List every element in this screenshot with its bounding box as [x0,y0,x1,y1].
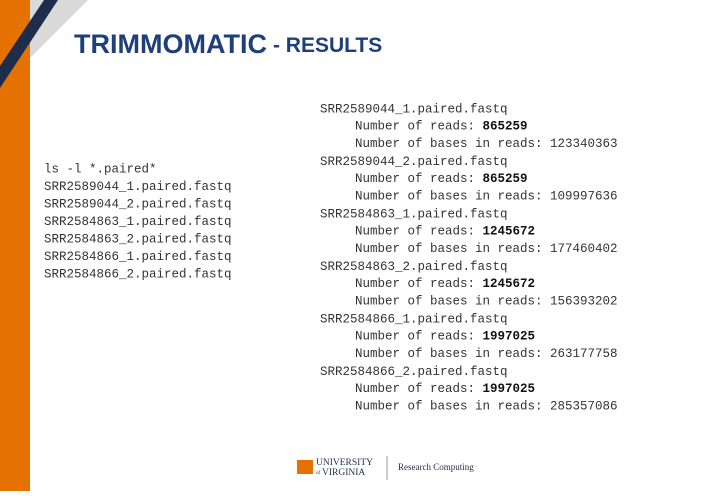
results: SRR2589044_1.paired.fastq Number of reads… [320,102,618,414]
file-name: SRR2584863_1.paired.fastq [320,207,508,221]
title: TRIMMOMATIC - RESULTS [74,29,382,59]
file-name: SRR2584866_2.paired.fastq [320,365,508,379]
footer-logo: UNIVERSITY of VIRGINIA Research Computin… [297,456,474,480]
bases-line: Number of bases in reads: 177460402 [355,242,618,256]
reads-value: 865259 [483,120,528,134]
reads-line: Number of reads: 1245672 [355,225,535,239]
reads-value: 865259 [483,172,528,186]
title-sub: - RESULTS [273,34,382,57]
corner-stripe [0,0,58,88]
reads-label: Number of reads: [355,225,475,239]
bases-line: Number of bases in reads: 123340363 [355,137,618,151]
reads-value: 1997025 [483,382,536,396]
bases-value: 123340363 [550,137,618,151]
file-name: SRR2584866_2.paired.fastq [44,267,232,281]
bases-line: Number of bases in reads: 263177758 [355,347,618,361]
file-name: SRR2589044_2.paired.fastq [320,155,508,169]
bases-line: Number of bases in reads: 109997636 [355,190,618,204]
reads-line: Number of reads: 865259 [355,172,528,186]
file-name: SRR2584863_1.paired.fastq [44,215,232,229]
reads-label: Number of reads: [355,277,475,291]
file-name: SRR2584866_1.paired.fastq [320,312,508,326]
bases-label: Number of bases in reads: [355,400,543,414]
logo-text: UNIVERSITY [316,458,373,468]
reads-line: Number of reads: 1997025 [355,330,535,344]
command: ls -l *.paired* [44,162,157,176]
logo-of: of [316,471,321,476]
file-name: SRR2589044_1.paired.fastq [44,180,232,194]
logo-text: VIRGINIA [322,468,365,478]
bases-value: 156393202 [550,295,618,309]
bases-value: 177460402 [550,242,618,256]
file-name: SRR2589044_1.paired.fastq [320,102,508,116]
reads-value: 1245672 [483,225,536,239]
bases-value: 109997636 [550,190,618,204]
file-name: SRR2589044_2.paired.fastq [44,197,232,211]
reads-line: Number of reads: 1997025 [355,382,535,396]
bases-label: Number of bases in reads: [355,242,543,256]
logo-icon [297,460,313,474]
reads-label: Number of reads: [355,120,475,134]
reads-label: Number of reads: [355,382,475,396]
listing: ls -l *.paired* SRR2589044_1.paired.fastq… [44,162,232,281]
bases-value: 285357086 [550,400,618,414]
reads-line: Number of reads: 865259 [355,120,528,134]
side-bar [0,0,30,491]
reads-value: 1997025 [483,330,536,344]
bases-label: Number of bases in reads: [355,137,543,151]
title-main: TRIMMOMATIC [74,29,267,59]
bases-label: Number of bases in reads: [355,190,543,204]
reads-value: 1245672 [483,277,536,291]
department: Research Computing [398,462,474,472]
file-name: SRR2584866_1.paired.fastq [44,250,232,264]
file-name: SRR2584863_2.paired.fastq [320,260,508,274]
reads-label: Number of reads: [355,172,475,186]
file-name: SRR2584863_2.paired.fastq [44,232,232,246]
bases-line: Number of bases in reads: 156393202 [355,295,618,309]
reads-line: Number of reads: 1245672 [355,277,535,291]
bases-value: 263177758 [550,347,618,361]
bases-line: Number of bases in reads: 285357086 [355,400,618,414]
reads-label: Number of reads: [355,330,475,344]
bases-label: Number of bases in reads: [355,347,543,361]
bases-label: Number of bases in reads: [355,295,543,309]
